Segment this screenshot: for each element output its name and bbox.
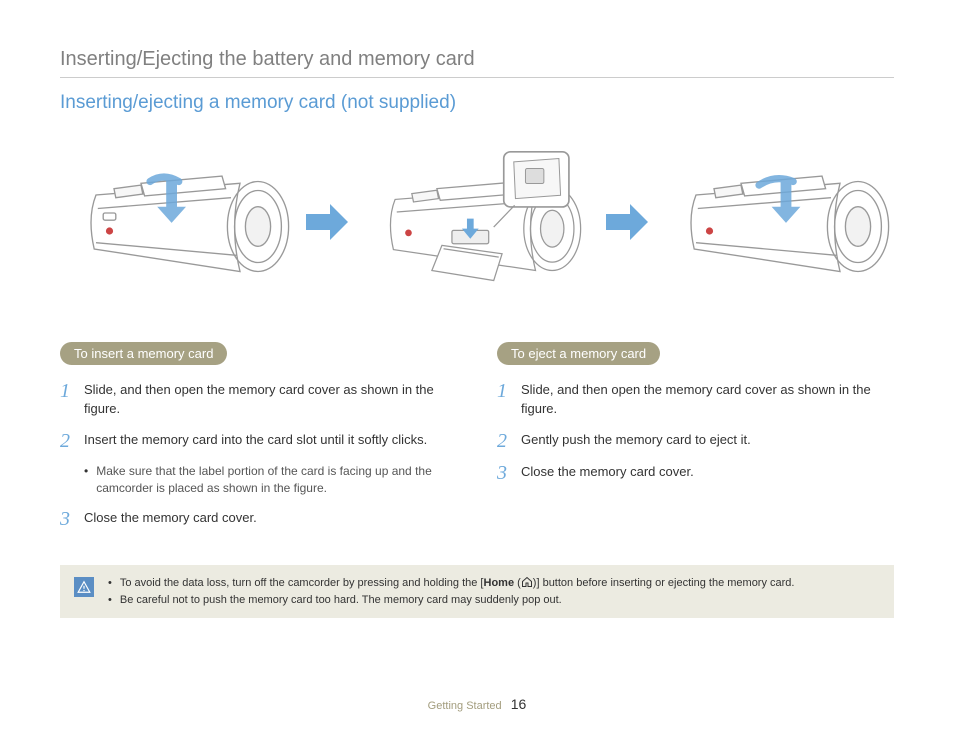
insert-step-1: 1 Slide, and then open the memory card c… [60, 381, 457, 419]
sub-text: Make sure that the label portion of the … [96, 463, 457, 498]
camcorder-step-2 [360, 137, 594, 307]
insert-heading-pill: To insert a memory card [60, 342, 227, 365]
step-numeral: 1 [60, 381, 74, 419]
note-lines: • To avoid the data loss, turn off the c… [108, 575, 880, 608]
camcorder-step-1 [60, 137, 294, 307]
step-numeral: 1 [497, 381, 511, 419]
arrow-icon [602, 200, 652, 244]
note-text: Be careful not to push the memory card t… [120, 592, 562, 609]
step-text: Close the memory card cover. [84, 509, 257, 529]
section-title: Inserting/ejecting a memory card (not su… [60, 92, 894, 114]
step-numeral: 2 [497, 431, 511, 451]
note-text: To avoid the data loss, turn off the cam… [120, 575, 795, 592]
insert-step-2: 2 Insert the memory card into the card s… [60, 431, 457, 451]
diagram-row [60, 132, 894, 312]
eject-step-1: 1 Slide, and then open the memory card c… [497, 381, 894, 419]
eject-step-2: 2 Gently push the memory card to eject i… [497, 431, 894, 451]
step-text: Close the memory card cover. [521, 463, 694, 483]
note-line-2: • Be careful not to push the memory card… [108, 592, 880, 609]
warning-icon [74, 577, 94, 597]
insert-step-2-sub: • Make sure that the label portion of th… [84, 463, 457, 498]
insert-step-3: 3 Close the memory card cover. [60, 509, 457, 529]
instruction-columns: To insert a memory card 1 Slide, and the… [60, 342, 894, 541]
step-text: Gently push the memory card to eject it. [521, 431, 751, 451]
camcorder-step-3 [660, 137, 894, 307]
bullet-icon: • [84, 463, 88, 498]
note-line-1: • To avoid the data loss, turn off the c… [108, 575, 880, 592]
page-number: 16 [511, 696, 527, 712]
eject-heading-pill: To eject a memory card [497, 342, 660, 365]
bullet-icon: • [108, 575, 112, 592]
step-text: Slide, and then open the memory card cov… [521, 381, 894, 419]
eject-column: To eject a memory card 1 Slide, and then… [497, 342, 894, 541]
insert-column: To insert a memory card 1 Slide, and the… [60, 342, 457, 541]
divider [60, 77, 894, 78]
home-icon [521, 576, 533, 588]
eject-step-3: 3 Close the memory card cover. [497, 463, 894, 483]
note-box: • To avoid the data loss, turn off the c… [60, 565, 894, 618]
step-text: Insert the memory card into the card slo… [84, 431, 427, 451]
bullet-icon: • [108, 592, 112, 609]
step-numeral: 3 [60, 509, 74, 529]
page-title: Inserting/Ejecting the battery and memor… [60, 48, 894, 71]
step-text: Slide, and then open the memory card cov… [84, 381, 457, 419]
step-numeral: 2 [60, 431, 74, 451]
page-footer: Getting Started 16 [0, 696, 954, 712]
arrow-icon [302, 200, 352, 244]
step-numeral: 3 [497, 463, 511, 483]
footer-section: Getting Started [428, 700, 502, 712]
